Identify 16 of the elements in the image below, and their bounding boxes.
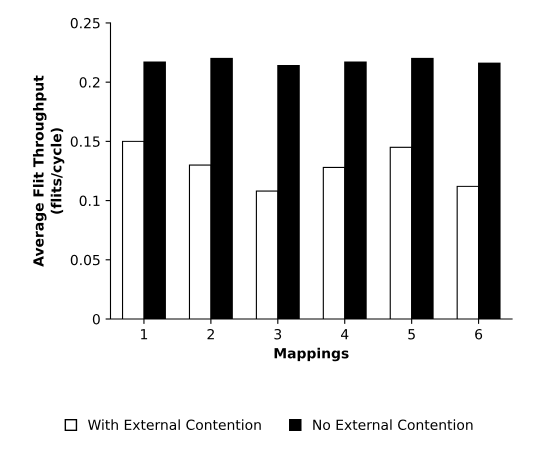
x-tick-label: 5 [408, 329, 415, 340]
legend-label: With External Contention [88, 419, 261, 430]
y-axis-title: Average Flit Throughput (flits/cycle) [32, 76, 64, 267]
y-tick-label: 0 [92, 314, 100, 324]
y-tick-label: 0.15 [70, 136, 100, 147]
y-tick-label: 0.05 [70, 254, 100, 266]
x-tick-label: 2 [207, 328, 214, 340]
y-tick-label: 0.2 [80, 77, 100, 88]
y-tick-label: 0.1 [80, 196, 100, 206]
x-axis-title: Mappings [274, 348, 349, 362]
x-tick-label: 4 [340, 329, 348, 340]
y-tick-label: 0.25 [70, 18, 100, 28]
x-tick-label: 1 [141, 329, 148, 340]
x-tick-label: 6 [475, 328, 482, 340]
legend-label: No External Contention [313, 419, 472, 430]
x-tick-label: 3 [274, 328, 282, 340]
